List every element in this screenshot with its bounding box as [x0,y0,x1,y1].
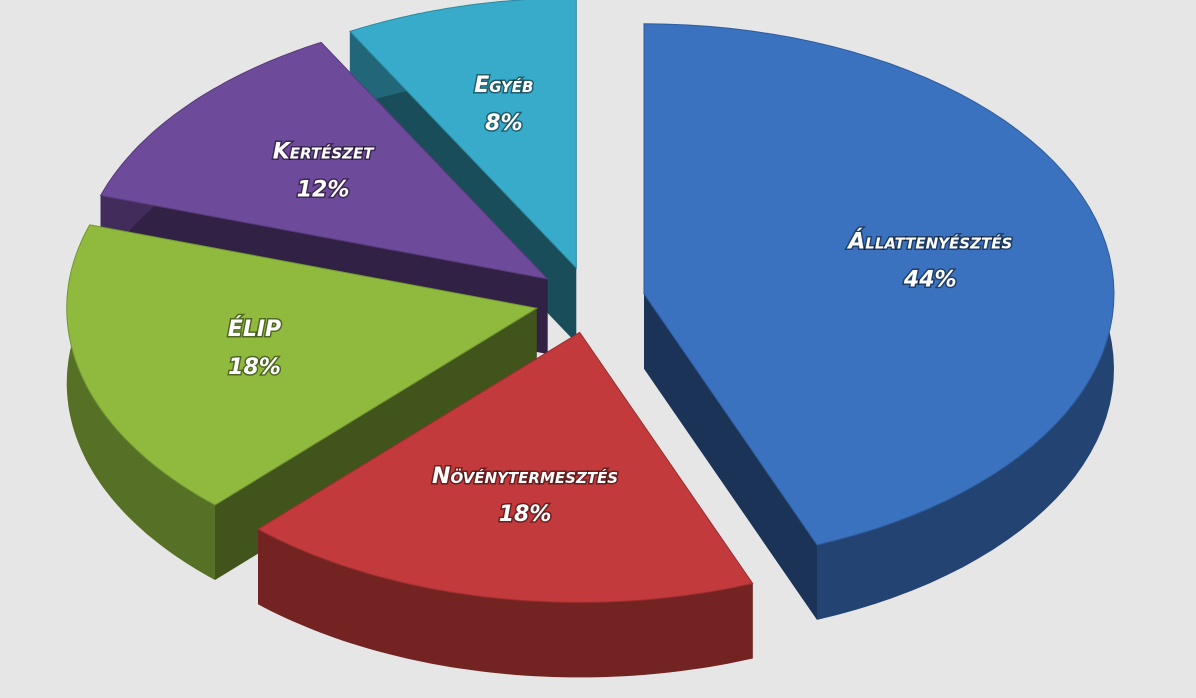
slice-top [66,224,539,506]
slice-side [644,293,817,620]
value-label: 12% [297,177,350,202]
slice-label: Kertészet 12% [273,139,376,202]
slice-wall [258,529,753,678]
slice-label: Állattenyésztés 44% [846,228,1012,292]
slice [643,23,1115,620]
slice-top [643,23,1115,546]
slice-top [99,41,550,280]
value-label: 8% [485,111,522,136]
slice-top [348,0,577,270]
category-label: Egyéb [474,73,533,98]
category-label: Növénytermesztés [432,464,618,489]
value-label: 18% [499,502,552,527]
slice-top [256,331,754,603]
slice-label: ÉLIP 18% [228,316,281,380]
slice [256,331,754,678]
slice-label: Egyéb 8% [474,73,533,136]
slice-label: Növénytermesztés 18% [432,464,618,527]
category-label: ÉLIP [228,316,281,342]
category-label: Kertészet [273,139,376,164]
value-label: 44% [903,267,957,292]
category-label: Állattenyésztés [846,228,1012,254]
value-label: 18% [228,355,281,380]
slice-wall [66,224,215,581]
